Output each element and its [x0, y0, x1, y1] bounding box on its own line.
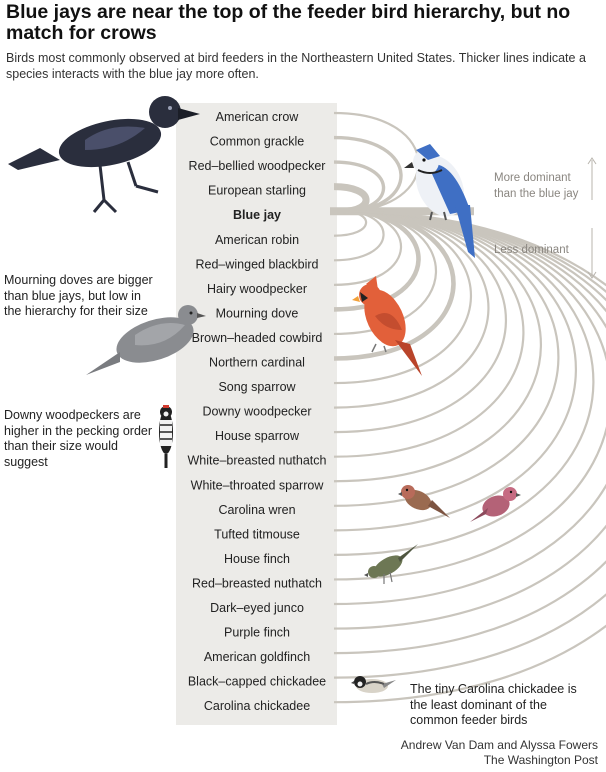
american-goldfinch-icon — [364, 544, 418, 584]
arc-house-sparrow — [333, 210, 508, 434]
species-label-tufted-titmouse: Tufted titmouse — [214, 527, 300, 541]
species-label-dark-eyed-junco: Dark–eyed junco — [210, 601, 304, 615]
species-label-white-breasted-nuthatch: White–breasted nuthatch — [188, 454, 327, 468]
arc-black-capped-chickadee — [333, 210, 606, 679]
species-label-northern-cardinal: Northern cardinal — [209, 356, 305, 370]
species-label-blue-jay: Blue jay — [233, 208, 281, 222]
credit-publication: The Washington Post — [483, 753, 598, 767]
axis-arrow-down — [587, 271, 597, 279]
downy-woodpecker-note: Downy woodpeckers are higher in the peck… — [4, 408, 153, 469]
species-label-mourning-dove: Mourning dove — [216, 306, 299, 320]
more-dominant-label: More dominant than the blue jay — [494, 172, 579, 200]
species-label-common-grackle: Common grackle — [210, 135, 305, 149]
species-label-downy-woodpecker: Downy woodpecker — [202, 405, 311, 419]
species-label-red-winged-blackbird: Red–winged blackbird — [196, 257, 319, 271]
species-label-song-sparrow: Song sparrow — [218, 380, 296, 394]
arc-white-breasted-nuthatch — [333, 210, 525, 458]
more-dominant-line-1: More dominant — [494, 172, 572, 184]
less-dominant-label: Less dominant — [494, 244, 570, 256]
arc-song-sparrow — [333, 210, 472, 385]
species-label-hairy-woodpecker: Hairy woodpecker — [207, 282, 307, 296]
arc-tufted-titmouse — [333, 210, 577, 532]
arc-american-goldfinch — [333, 210, 606, 655]
arc-northern-cardinal — [333, 208, 456, 361]
credit-authors: Andrew Van Dam and Alyssa Fowers — [400, 738, 598, 752]
downy-woodpecker-icon — [159, 405, 173, 468]
house-finch-icon — [398, 485, 450, 518]
arc-group — [330, 111, 606, 704]
species-label-carolina-chickadee: Carolina chickadee — [204, 699, 310, 713]
carolina-chickadee-icon — [351, 676, 396, 693]
arc-red-breasted-nuthatch — [333, 210, 606, 581]
species-label-brown-headed-cowbird: Brown–headed cowbird — [192, 331, 323, 345]
axis-arrow-up — [587, 157, 597, 165]
species-label-carolina-wren: Carolina wren — [218, 503, 295, 517]
arc-white-throated-sparrow — [333, 210, 542, 483]
species-label-european-starling: European starling — [208, 184, 306, 198]
species-label-house-sparrow: House sparrow — [215, 429, 300, 443]
species-label-red-bellied-woodpecker: Red–bellied woodpecker — [189, 159, 326, 173]
species-label-black-capped-chickadee: Black–capped chickadee — [188, 675, 326, 689]
chart-subtitle: Birds most commonly observed at bird fee… — [6, 51, 586, 81]
american-crow-icon — [8, 96, 200, 214]
credit: Andrew Van Dam and Alyssa Fowers The Was… — [401, 738, 598, 768]
species-label-white-throated-sparrow: White–throated sparrow — [191, 478, 325, 492]
species-label-group: American crow Common grackle Red–bellied w… — [188, 110, 327, 713]
dominance-axis — [587, 157, 597, 279]
mourning-dove-note: Mourning doves are bigger than blue jays… — [4, 273, 153, 318]
species-label-purple-finch: Purple finch — [224, 626, 290, 640]
chart-title: Blue jays are near the top of the feeder… — [6, 1, 571, 44]
arc-carolina-chickadee — [333, 210, 606, 704]
mourning-dove-icon — [86, 305, 206, 375]
arc-carolina-wren — [333, 210, 560, 507]
species-label-american-goldfinch: American goldfinch — [204, 650, 310, 664]
species-label-red-breasted-nuthatch: Red–breasted nuthatch — [192, 576, 322, 590]
arc-dark-eyed-junco — [333, 210, 606, 606]
purple-finch-icon — [470, 487, 521, 522]
arc-purple-finch — [333, 210, 606, 630]
species-label-house-finch: House finch — [224, 552, 290, 566]
northern-cardinal-icon — [352, 276, 422, 376]
arc-downy-woodpecker — [333, 210, 490, 409]
blue-jay-icon — [404, 144, 475, 258]
more-dominant-line-2: than the blue jay — [494, 188, 579, 200]
species-label-american-robin: American robin — [215, 233, 299, 247]
species-label-american-crow: American crow — [216, 110, 300, 124]
species-list-panel — [176, 103, 337, 725]
carolina-chickadee-note: The tiny Carolina chickadee is the least… — [410, 682, 577, 727]
